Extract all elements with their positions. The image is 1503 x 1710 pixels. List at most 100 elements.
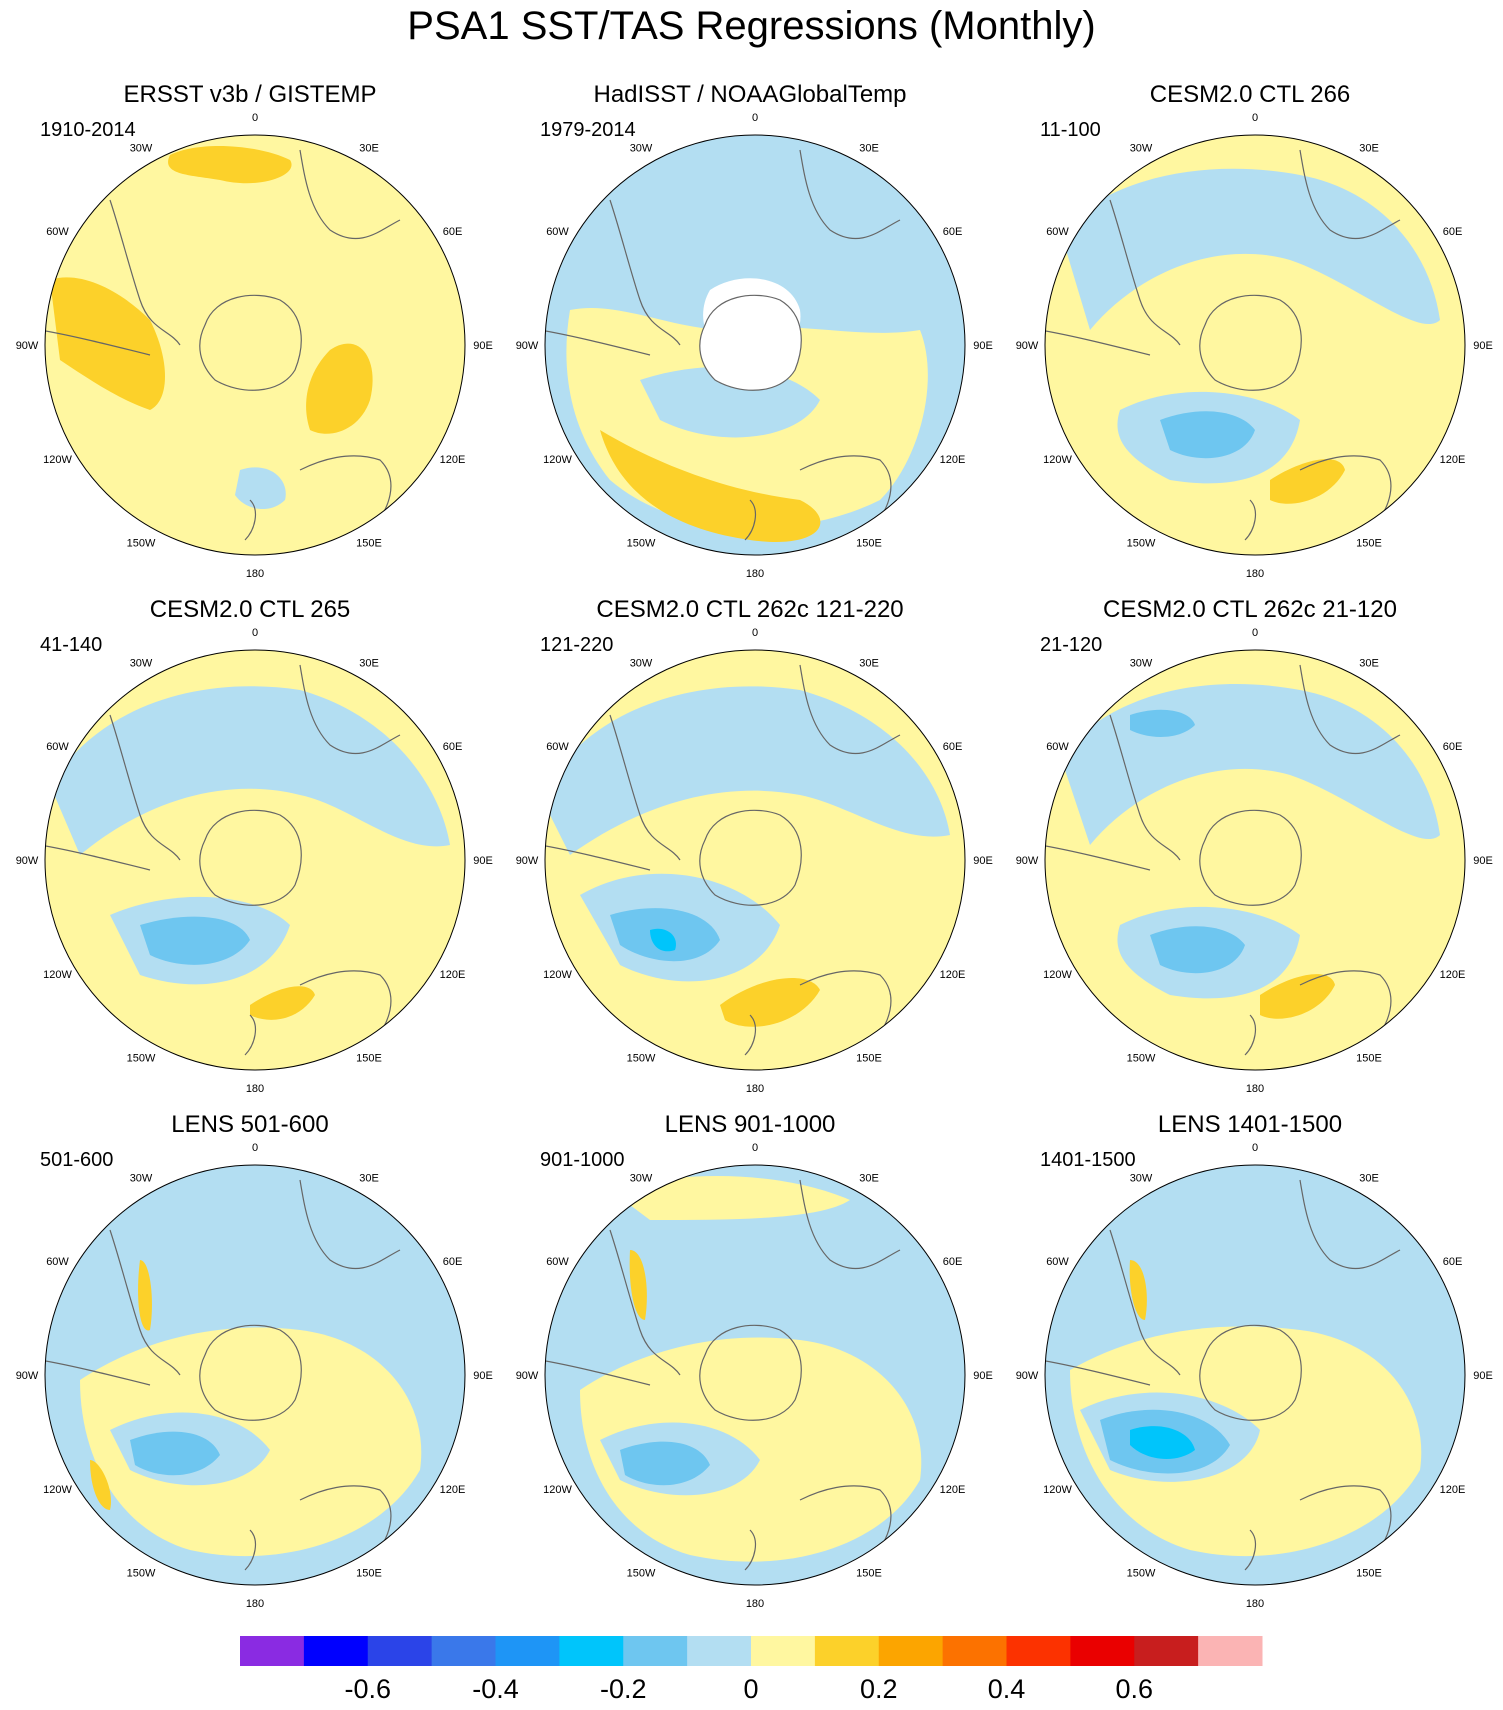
colorbar-swatch (1006, 1636, 1071, 1666)
longitude-label: 120E (1440, 1484, 1466, 1496)
coastline (1299, 664, 1401, 755)
colorbar-tick-label: 0.4 (988, 1674, 1026, 1704)
longitude-label: 30W (630, 1173, 653, 1185)
contour-region (1060, 168, 1440, 330)
colorbar-swatch (623, 1636, 688, 1666)
map-border (44, 649, 466, 1071)
panel-title: ERSST v3b / GISTEMP (123, 81, 377, 108)
longitude-label: 150E (1356, 538, 1382, 550)
longitude-label: 60W (546, 741, 569, 753)
longitude-label: 120E (940, 454, 966, 466)
coastline (609, 1229, 681, 1376)
contour-region (620, 1441, 710, 1486)
coastline (744, 1529, 757, 1571)
longitude-label: 150W (627, 1568, 656, 1580)
colorbar-tick-label: -0.4 (472, 1674, 519, 1704)
longitude-label: 60E (443, 741, 463, 753)
longitude-label: 60W (46, 1256, 69, 1268)
longitude-label: 90E (473, 340, 493, 352)
longitude-label: 60E (943, 741, 963, 753)
longitude-label: 60W (1046, 226, 1069, 238)
longitude-label: 180 (746, 568, 764, 580)
antarctica-coastline (199, 1324, 302, 1421)
panel-period: 1401-1500 (1040, 1149, 1136, 1171)
longitude-label: 150E (356, 1053, 382, 1065)
colorbar-swatch (367, 1636, 433, 1666)
antarctica-coastline (199, 294, 302, 391)
longitude-label: 120E (440, 969, 466, 981)
longitude-label: 30W (130, 143, 153, 155)
contour-region (50, 277, 165, 410)
longitude-label: 60E (943, 226, 963, 238)
coastline (1299, 1179, 1401, 1270)
longitude-label: 90E (473, 1370, 493, 1382)
longitude-label: 180 (1246, 1598, 1264, 1610)
coastline (1109, 714, 1181, 861)
longitude-label: 150W (1127, 538, 1156, 550)
coastline (609, 714, 681, 861)
longitude-label: 120W (1043, 1484, 1072, 1496)
polar-stereographic-map: 0 30E 60E 90E 120E 150E 180 150W 120W 90W 60W 30W (516, 112, 993, 580)
longitude-label: 120E (440, 454, 466, 466)
longitude-label: 120E (1440, 454, 1466, 466)
colorbar-swatch (878, 1636, 944, 1666)
colorbar-tick-label: -0.2 (600, 1674, 647, 1704)
coastline (1109, 1229, 1181, 1376)
polar-stereographic-map: 0 30E 60E 90E 120E 150E 180 150W 120W 90W 60W 30W (16, 112, 493, 580)
longitude-label: 150W (627, 538, 656, 550)
coastline (299, 149, 401, 240)
longitude-label: 150E (1356, 1053, 1382, 1065)
coastline (799, 149, 901, 240)
map-panel: 0 30E 60E 90E 120E 150E 180 150W 120W 90W 60W 30W LE… (0, 1110, 500, 1630)
polar-stereographic-map: 0 30E 60E 90E 120E 150E 180 150W 120W 90W 60W 30W (1016, 1142, 1493, 1610)
longitude-label: 30E (1359, 658, 1379, 670)
panel-title: LENS 501-600 (171, 1111, 329, 1138)
longitude-label: 180 (1246, 1083, 1264, 1095)
coastline (609, 199, 681, 346)
longitude-label: 90W (516, 1370, 539, 1382)
coastline (744, 1014, 757, 1056)
contour-region (1130, 709, 1195, 737)
coastline (244, 499, 257, 541)
contour-region (650, 928, 676, 952)
colorbar-tick-label: 0.6 (1116, 1674, 1154, 1704)
polar-stereographic-map: 0 30E 60E 90E 120E 150E 180 150W 120W 90W 60W 30W (516, 627, 993, 1095)
longitude-label: 180 (246, 1083, 264, 1095)
map-border (544, 134, 966, 556)
map-panel: 0 30E 60E 90E 120E 150E 180 150W 120W 90W 60W 30W Ha… (500, 80, 1000, 600)
longitude-label: 60W (1046, 1256, 1069, 1268)
longitude-label: 90W (1016, 855, 1039, 867)
panel-period: 1910-2014 (40, 119, 136, 141)
colorbar-swatch (1198, 1636, 1263, 1666)
contour-region (138, 1260, 152, 1331)
map-panel: 0 30E 60E 90E 120E 150E 180 150W 120W 90W 60W 30W CE… (0, 595, 500, 1115)
longitude-label: 90W (16, 340, 39, 352)
longitude-label: 30W (1130, 143, 1153, 155)
longitude-label: 180 (246, 1598, 264, 1610)
colorbar-swatch (495, 1636, 560, 1666)
polar-stereographic-map: 0 30E 60E 90E 120E 150E 180 150W 120W 90W 60W 30W (16, 1142, 493, 1610)
longitude-label: 30E (859, 658, 879, 670)
contour-region (140, 916, 250, 965)
longitude-label: 0 (252, 1142, 258, 1154)
contour-region (1260, 974, 1335, 1019)
coastline (244, 1529, 257, 1571)
colorbar-swatch (559, 1636, 624, 1666)
panel-title: CESM2.0 CTL 262c 21-120 (1103, 596, 1397, 623)
longitude-label: 90E (973, 340, 993, 352)
contour-region (545, 686, 950, 855)
longitude-label: 150E (856, 1568, 882, 1580)
longitude-label: 0 (1252, 1142, 1258, 1154)
longitude-label: 30E (859, 1173, 879, 1185)
contour-region (1150, 926, 1245, 974)
longitude-label: 150W (1127, 1053, 1156, 1065)
colorbar-swatch (431, 1636, 497, 1666)
figure-title: PSA1 SST/TAS Regressions (Monthly) (407, 4, 1096, 48)
colorbar-tick-label: 0 (743, 1674, 758, 1704)
coastline (545, 329, 651, 356)
longitude-label: 30E (859, 143, 879, 155)
panel-title: CESM2.0 CTL 265 (149, 596, 351, 623)
antarctica-coastline (1199, 1324, 1302, 1421)
longitude-label: 150E (856, 1053, 882, 1065)
longitude-label: 30E (359, 658, 379, 670)
